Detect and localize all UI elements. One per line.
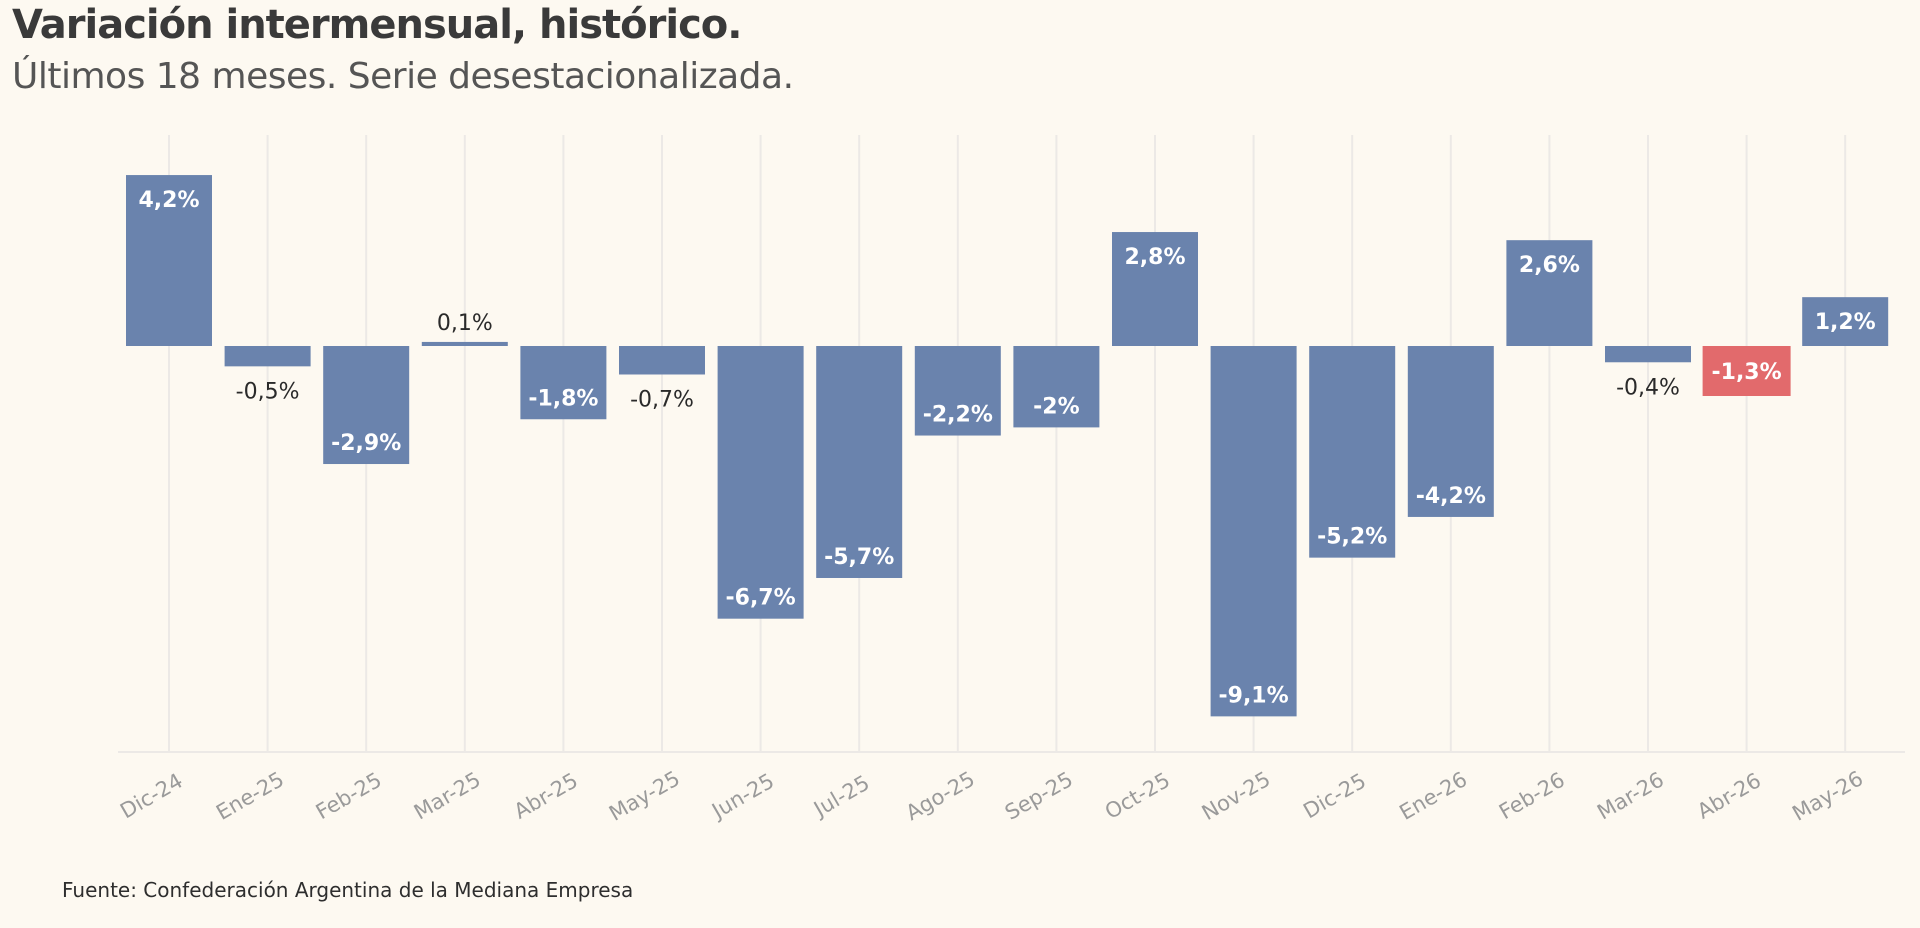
data-label: -2,2% — [923, 403, 993, 428]
x-tick-label: Oct-25 — [1101, 768, 1174, 824]
data-label: 1,2% — [1815, 310, 1876, 335]
x-tick-label: Nov-25 — [1198, 767, 1275, 825]
x-tick-label: Ene-25 — [212, 767, 288, 825]
x-tick-label: Jul-25 — [808, 771, 873, 823]
x-tick-label: Dic-25 — [1299, 769, 1370, 824]
bar-ene-25 — [224, 346, 311, 367]
bar-mar-25 — [421, 341, 508, 346]
data-label: 0,1% — [437, 311, 493, 336]
bar-nov-25 — [1210, 346, 1297, 717]
data-label: -6,7% — [726, 586, 796, 611]
bar-ago-25 — [914, 346, 1001, 436]
bar-ene-26 — [1407, 346, 1494, 517]
data-label: -5,2% — [1317, 525, 1387, 550]
data-label: -0,7% — [630, 387, 694, 412]
chart-subtitle: Últimos 18 meses. Serie desestacionaliza… — [12, 56, 794, 97]
x-tick-label: Mar-26 — [1593, 767, 1668, 824]
bar-feb-25 — [323, 346, 410, 465]
bar-feb-26 — [1506, 240, 1593, 346]
data-label: -1,3% — [1712, 360, 1782, 385]
x-tick-label: May-25 — [605, 766, 684, 825]
bar-abr-26 — [1702, 346, 1791, 396]
bar-jul-25 — [816, 346, 903, 578]
bar-abr-25 — [520, 346, 607, 420]
bar-may-25 — [619, 346, 705, 375]
data-label: -9,1% — [1219, 683, 1289, 708]
source-note: Fuente: Confederación Argentina de la Me… — [62, 878, 634, 902]
bar-oct-25 — [1112, 232, 1198, 346]
chart-title: Variación intermensual, histórico. — [12, 2, 742, 48]
data-label: 4,2% — [138, 188, 199, 213]
x-tick-label: Feb-26 — [1495, 768, 1569, 825]
data-label: -2,9% — [331, 431, 401, 456]
data-label: -1,8% — [528, 386, 598, 411]
x-tick-label: Ene-26 — [1395, 767, 1471, 825]
x-tick-label: Abr-26 — [1693, 768, 1765, 823]
bar-dic-24 — [126, 175, 212, 346]
bar-dic-25 — [1309, 346, 1396, 558]
data-label: -4,2% — [1416, 484, 1486, 509]
bar-sep-25 — [1013, 346, 1100, 428]
data-label: 2,8% — [1124, 245, 1185, 270]
x-tick-label: Jun-25 — [706, 769, 778, 824]
bar-mar-26 — [1605, 346, 1691, 363]
data-label: 2,6% — [1519, 253, 1580, 278]
x-tick-label: Ago-25 — [902, 767, 979, 825]
x-tick-label: May-26 — [1788, 766, 1867, 825]
bar-jun-25 — [717, 346, 804, 619]
data-label: -0,5% — [236, 379, 300, 404]
x-tick-label: Feb-25 — [312, 768, 386, 825]
data-label: -0,4% — [1616, 375, 1680, 400]
x-tick-label: Sep-25 — [1001, 767, 1077, 825]
data-label: -5,7% — [824, 545, 894, 570]
x-tick-label: Abr-25 — [510, 768, 582, 823]
data-label: -2% — [1033, 394, 1079, 419]
x-tick-label: Mar-25 — [410, 767, 485, 824]
bar-may-26 — [1802, 297, 1889, 346]
x-tick-label: Dic-24 — [116, 769, 187, 824]
